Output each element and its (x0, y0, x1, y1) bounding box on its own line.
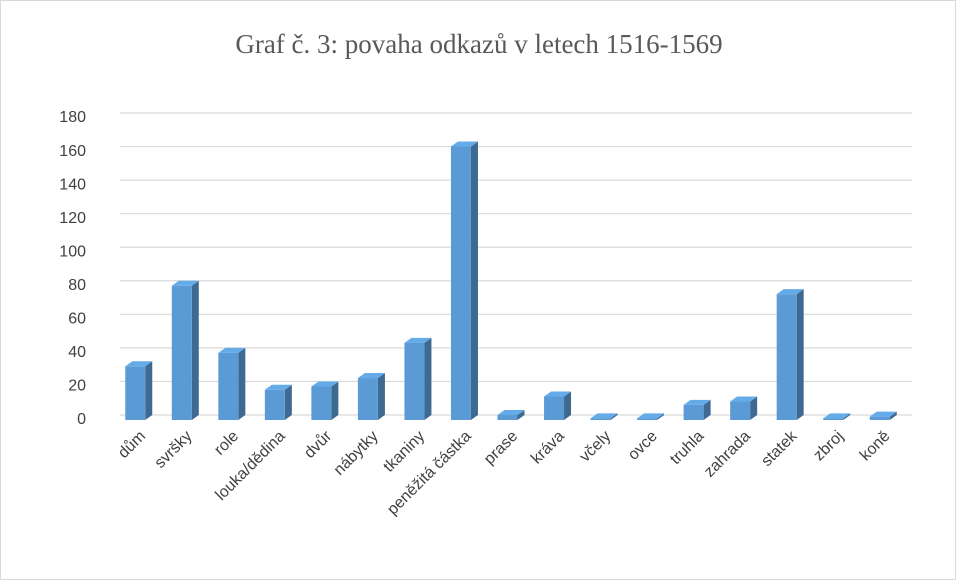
bar (171, 280, 199, 420)
bar-side (564, 391, 572, 420)
bar-top (311, 381, 339, 387)
bar-side (331, 381, 339, 420)
bar-side (470, 141, 478, 420)
bar-front (450, 146, 471, 420)
bar-side (796, 289, 804, 420)
bar-front (683, 404, 704, 420)
bar (357, 373, 385, 420)
y-tick-label: 120 (59, 210, 86, 227)
bar-front (823, 418, 844, 420)
bar-front (637, 418, 658, 420)
bar-side (191, 280, 199, 420)
bar-top (683, 399, 711, 405)
bar-top (823, 413, 851, 419)
bar (497, 409, 525, 420)
bar-top (404, 337, 432, 343)
bar (683, 399, 711, 420)
bar-top (637, 413, 665, 419)
bar-front (125, 366, 146, 420)
bar-front (590, 418, 611, 420)
bar-side (703, 399, 711, 420)
bar-top (218, 347, 246, 353)
bar (125, 361, 153, 420)
bar-side (657, 413, 665, 420)
bar (450, 141, 478, 420)
bar-side (843, 413, 851, 420)
bar (311, 381, 339, 420)
bar-top (450, 141, 478, 147)
bar (404, 337, 432, 420)
bar-top (544, 391, 572, 397)
bar-front (357, 378, 378, 420)
bar (544, 391, 572, 420)
bar (637, 413, 665, 420)
y-tick-label: 60 (68, 311, 86, 328)
bar-top (497, 409, 525, 415)
bar-side (238, 347, 246, 420)
bar-front (311, 386, 332, 420)
y-tick-label: 100 (59, 243, 86, 260)
y-tick-label: 40 (68, 344, 86, 361)
bar-side (424, 337, 432, 420)
bar-top (869, 411, 897, 417)
bar (776, 289, 804, 420)
y-tick-label: 180 (59, 109, 86, 126)
bar-front (404, 342, 425, 420)
bar-top (125, 361, 153, 367)
bar (869, 411, 897, 420)
bar (218, 347, 246, 420)
bar-side (889, 411, 897, 420)
bar-side (750, 396, 758, 420)
bar-front (544, 396, 565, 420)
bar-top (730, 396, 758, 402)
bar-front (776, 294, 797, 420)
bar-side (145, 361, 153, 420)
bar-side (377, 373, 385, 420)
y-tick-label: 80 (68, 277, 86, 294)
y-tick-label: 140 (59, 176, 86, 193)
bar-side (284, 384, 292, 420)
bar (823, 413, 851, 420)
bar-front (869, 416, 890, 420)
bar (730, 396, 758, 420)
chart-title: Graf č. 3: povaha odkazů v letech 1516-1… (235, 29, 722, 59)
bar-front (171, 285, 192, 420)
bar-front (218, 352, 239, 420)
bar (590, 413, 618, 420)
y-tick-label: 0 (77, 411, 86, 428)
bar-front (730, 401, 751, 420)
y-tick-label: 160 (59, 143, 86, 160)
bar-side (610, 413, 618, 420)
bar-top (264, 384, 292, 390)
bar-front (497, 414, 518, 420)
bar-front (264, 389, 285, 420)
bar-top (357, 373, 385, 379)
bar-top (590, 413, 618, 419)
bar-top (171, 280, 199, 286)
y-tick-label: 20 (68, 378, 86, 395)
bar (264, 384, 292, 420)
bar-top (776, 289, 804, 295)
bar-side (517, 409, 525, 420)
